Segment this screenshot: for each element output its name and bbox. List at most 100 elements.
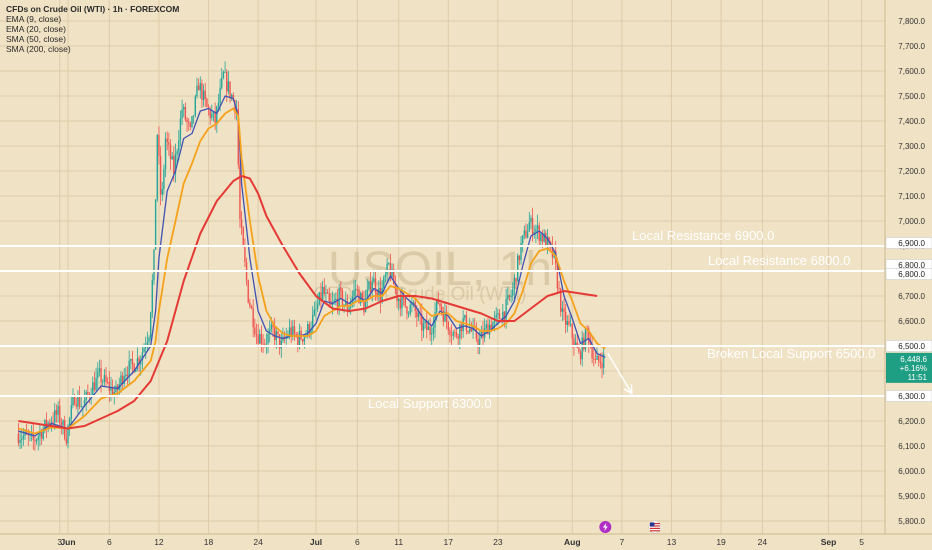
us-flag-icon[interactable] [648, 520, 662, 534]
candle-body [487, 324, 489, 335]
candle-body [311, 315, 314, 329]
candle-body [328, 293, 330, 301]
candle-body [108, 382, 111, 391]
time-tick-label: 23 [493, 537, 503, 547]
candle-body [298, 330, 301, 346]
candle-body [563, 308, 565, 312]
time-tick-label: 7 [619, 537, 624, 547]
candle-body [255, 333, 258, 336]
level-badge [885, 340, 932, 352]
candle-body [435, 299, 438, 313]
candle-body [240, 219, 243, 228]
candle-body [515, 278, 517, 282]
candle-body [485, 324, 487, 328]
candle-body [196, 85, 198, 97]
candle-body [68, 418, 71, 426]
time-tick-label: Jul [310, 537, 322, 547]
candle-body [211, 113, 213, 118]
candle-body [257, 335, 259, 344]
flag-stripe [649, 525, 660, 527]
candle-body [596, 355, 598, 360]
candle-body [313, 309, 316, 316]
candle-body [399, 299, 402, 309]
candle-body [244, 245, 246, 263]
candle-body [477, 339, 479, 346]
price-tick-label: 6,700.0 [898, 292, 925, 301]
candle-body [409, 304, 411, 314]
candle-body [393, 269, 395, 285]
candle-body [348, 307, 350, 312]
candle-body [341, 290, 344, 307]
candle-body [272, 324, 274, 328]
candle-body [230, 94, 233, 98]
legend-sma50[interactable]: SMA (50, close) [6, 34, 66, 44]
candle-body [546, 237, 549, 247]
candle-body [42, 428, 44, 439]
candle-body [252, 308, 254, 328]
candle-body [262, 343, 264, 345]
candle-body [17, 433, 20, 443]
candle-body [581, 337, 583, 360]
series-line-ema9 [18, 95, 606, 437]
candle-body [120, 375, 122, 385]
candle-body [320, 292, 322, 300]
candle-body [467, 330, 469, 333]
lightning-icon[interactable] [599, 521, 612, 533]
candle-body [83, 400, 86, 407]
time-tick-label: 6 [355, 537, 360, 547]
candle-body [133, 364, 135, 373]
candle-body [67, 425, 69, 444]
candle-body [353, 290, 355, 297]
candle-body [404, 298, 406, 307]
candle-body [22, 435, 25, 439]
candle-body [267, 333, 269, 344]
candle-body [229, 81, 231, 98]
candle-body [518, 255, 521, 260]
candle-body [130, 358, 132, 361]
candle-body [30, 432, 33, 435]
candle-body [140, 360, 142, 365]
candle-body [599, 361, 602, 364]
candle-body [573, 338, 575, 346]
legend-ema9[interactable]: EMA (9, close) [6, 14, 62, 24]
candle-body [166, 138, 168, 143]
candle-body [173, 156, 175, 174]
candle-body [59, 405, 61, 423]
candle-body [126, 374, 129, 377]
lightning-bolt [602, 523, 608, 531]
candle-body [584, 328, 587, 350]
candle-body [507, 295, 509, 299]
legend-ema20[interactable]: EMA (20, close) [6, 24, 66, 34]
candle-body [55, 410, 58, 415]
candle-body [105, 375, 107, 382]
price-tick-label: 6,000.0 [898, 467, 925, 476]
candle-body [32, 432, 34, 440]
candle-body [333, 300, 335, 303]
candle-body [62, 420, 64, 426]
current-price-label: 6,448.6 [900, 355, 927, 364]
candle-body [551, 244, 554, 258]
candle-body [125, 374, 127, 377]
candle-body [356, 289, 359, 290]
candle-body [416, 311, 418, 318]
candle-body [143, 347, 145, 353]
candle-body [541, 234, 544, 242]
candle-body [386, 263, 388, 275]
candle-body [374, 278, 377, 293]
time-tick-label: 6 [107, 537, 112, 547]
candle-body [37, 436, 39, 440]
legend-sma200[interactable]: SMA (200, close) [6, 44, 71, 54]
candle-body [254, 327, 256, 334]
candle-body [100, 368, 102, 383]
candle-body [239, 164, 241, 220]
candle-body [179, 118, 182, 141]
candle-body [93, 382, 96, 391]
candle-body [536, 225, 539, 230]
candle-body [135, 368, 137, 373]
candle-body [169, 144, 172, 160]
candle-body [412, 302, 415, 305]
time-tick-label: 24 [253, 537, 263, 547]
candle-body [498, 313, 501, 320]
